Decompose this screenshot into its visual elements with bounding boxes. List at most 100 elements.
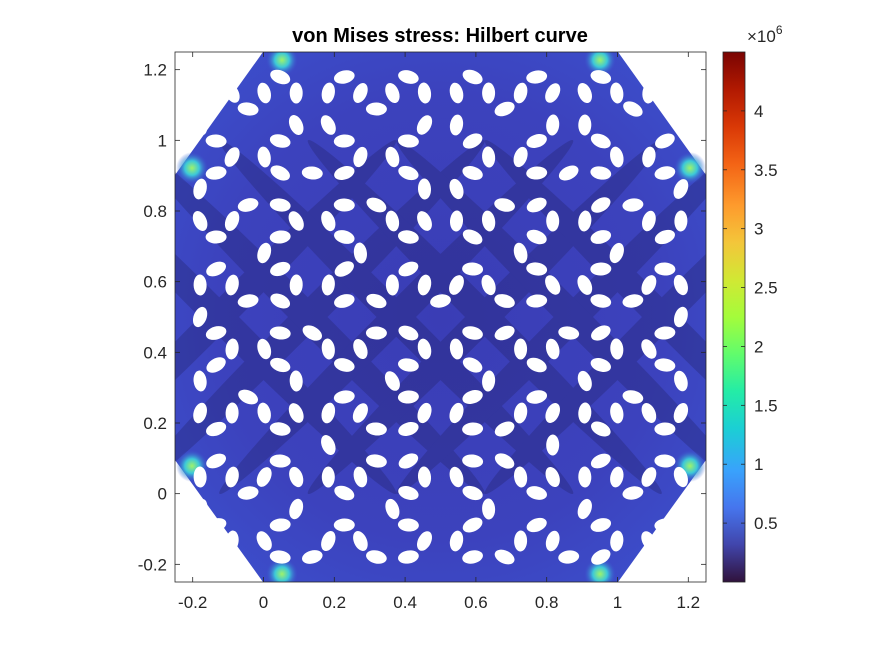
y-tick-label: 0.4 (143, 343, 167, 362)
hole (546, 114, 560, 136)
hole (673, 274, 688, 296)
hole (417, 466, 432, 488)
hole (365, 454, 387, 468)
hole (462, 485, 483, 501)
hole (398, 453, 419, 469)
hole (462, 133, 483, 149)
hole (449, 466, 464, 488)
plate-domain (175, 52, 706, 582)
x-tick-label: -0.2 (178, 593, 207, 612)
hole (398, 261, 419, 277)
x-tick-label: 0.2 (322, 593, 346, 612)
hole (590, 166, 612, 180)
hole (578, 114, 592, 136)
hole (462, 454, 484, 468)
hole (526, 357, 547, 373)
hole (654, 166, 676, 180)
hole (673, 402, 689, 424)
hole (269, 134, 291, 148)
hole (321, 274, 335, 296)
hole (610, 466, 624, 488)
hole (193, 402, 207, 424)
hole (641, 339, 657, 359)
hole (334, 358, 355, 372)
hole (482, 370, 496, 392)
hole (462, 357, 483, 373)
hole (416, 115, 433, 135)
axes-box (174, 51, 707, 583)
hole (398, 230, 419, 244)
hole (417, 211, 432, 231)
shade-band (219, 139, 574, 495)
hole (384, 371, 400, 391)
hole (320, 115, 336, 135)
hole (321, 338, 335, 360)
hole (417, 274, 432, 296)
hole (494, 453, 515, 469)
hole (238, 389, 259, 405)
hole (494, 198, 515, 212)
hole (270, 261, 291, 277)
hole (257, 146, 271, 168)
hole (224, 83, 240, 103)
y-tick-label: -0.2 (138, 555, 167, 574)
hole (417, 82, 432, 104)
hole (654, 422, 676, 436)
hole (224, 210, 240, 232)
hole (397, 134, 419, 148)
hole (494, 325, 515, 341)
x-axis: -0.2 0 0.2 0.4 0.6 0.8 1 1.2 (178, 52, 700, 612)
x-tick-label: 0.4 (393, 593, 417, 612)
hole (526, 197, 547, 213)
hole (206, 357, 226, 373)
hole (610, 338, 624, 360)
hole (385, 82, 400, 104)
hole (269, 230, 291, 244)
shade-band (396, 139, 706, 495)
hole (546, 210, 560, 232)
hole (269, 198, 291, 212)
colorbar-tick-label: 0.5 (754, 514, 778, 533)
hole (641, 275, 657, 295)
hole (417, 402, 432, 424)
hole (610, 146, 624, 168)
hole (288, 403, 304, 423)
hole (494, 294, 515, 308)
hole (513, 146, 528, 168)
colorbar: 0.5 1 1.5 2 2.5 3 3.5 4 ×106 (722, 23, 783, 583)
hole (526, 134, 547, 148)
hole (494, 421, 515, 437)
hole (398, 486, 419, 500)
hole (590, 70, 612, 84)
hole (513, 466, 528, 488)
hole (193, 274, 207, 296)
hole (224, 147, 240, 167)
hole (513, 402, 528, 424)
hole (269, 454, 291, 468)
y-axis: -0.2 0 0.2 0.4 0.6 0.8 1 1.2 (138, 61, 706, 574)
hole (270, 293, 291, 309)
hole (641, 403, 657, 423)
hole (513, 82, 528, 104)
hole (225, 466, 239, 488)
hole (578, 402, 592, 424)
hole (462, 422, 484, 436)
colorbar-gradient (722, 51, 746, 583)
hole (192, 498, 208, 520)
hole (481, 210, 496, 232)
hole (257, 402, 271, 424)
hole (333, 390, 355, 404)
hole (462, 166, 483, 180)
stress-concentration (266, 558, 298, 582)
hole (397, 358, 419, 372)
hole (545, 83, 561, 103)
hole (333, 134, 355, 148)
hole (513, 242, 528, 264)
stress-concentration (176, 152, 208, 184)
colorbar-multiplier: ×106 (747, 23, 783, 46)
hole (654, 518, 676, 532)
hole (352, 403, 368, 423)
high-stress-spots (176, 52, 706, 582)
hole (622, 294, 644, 308)
